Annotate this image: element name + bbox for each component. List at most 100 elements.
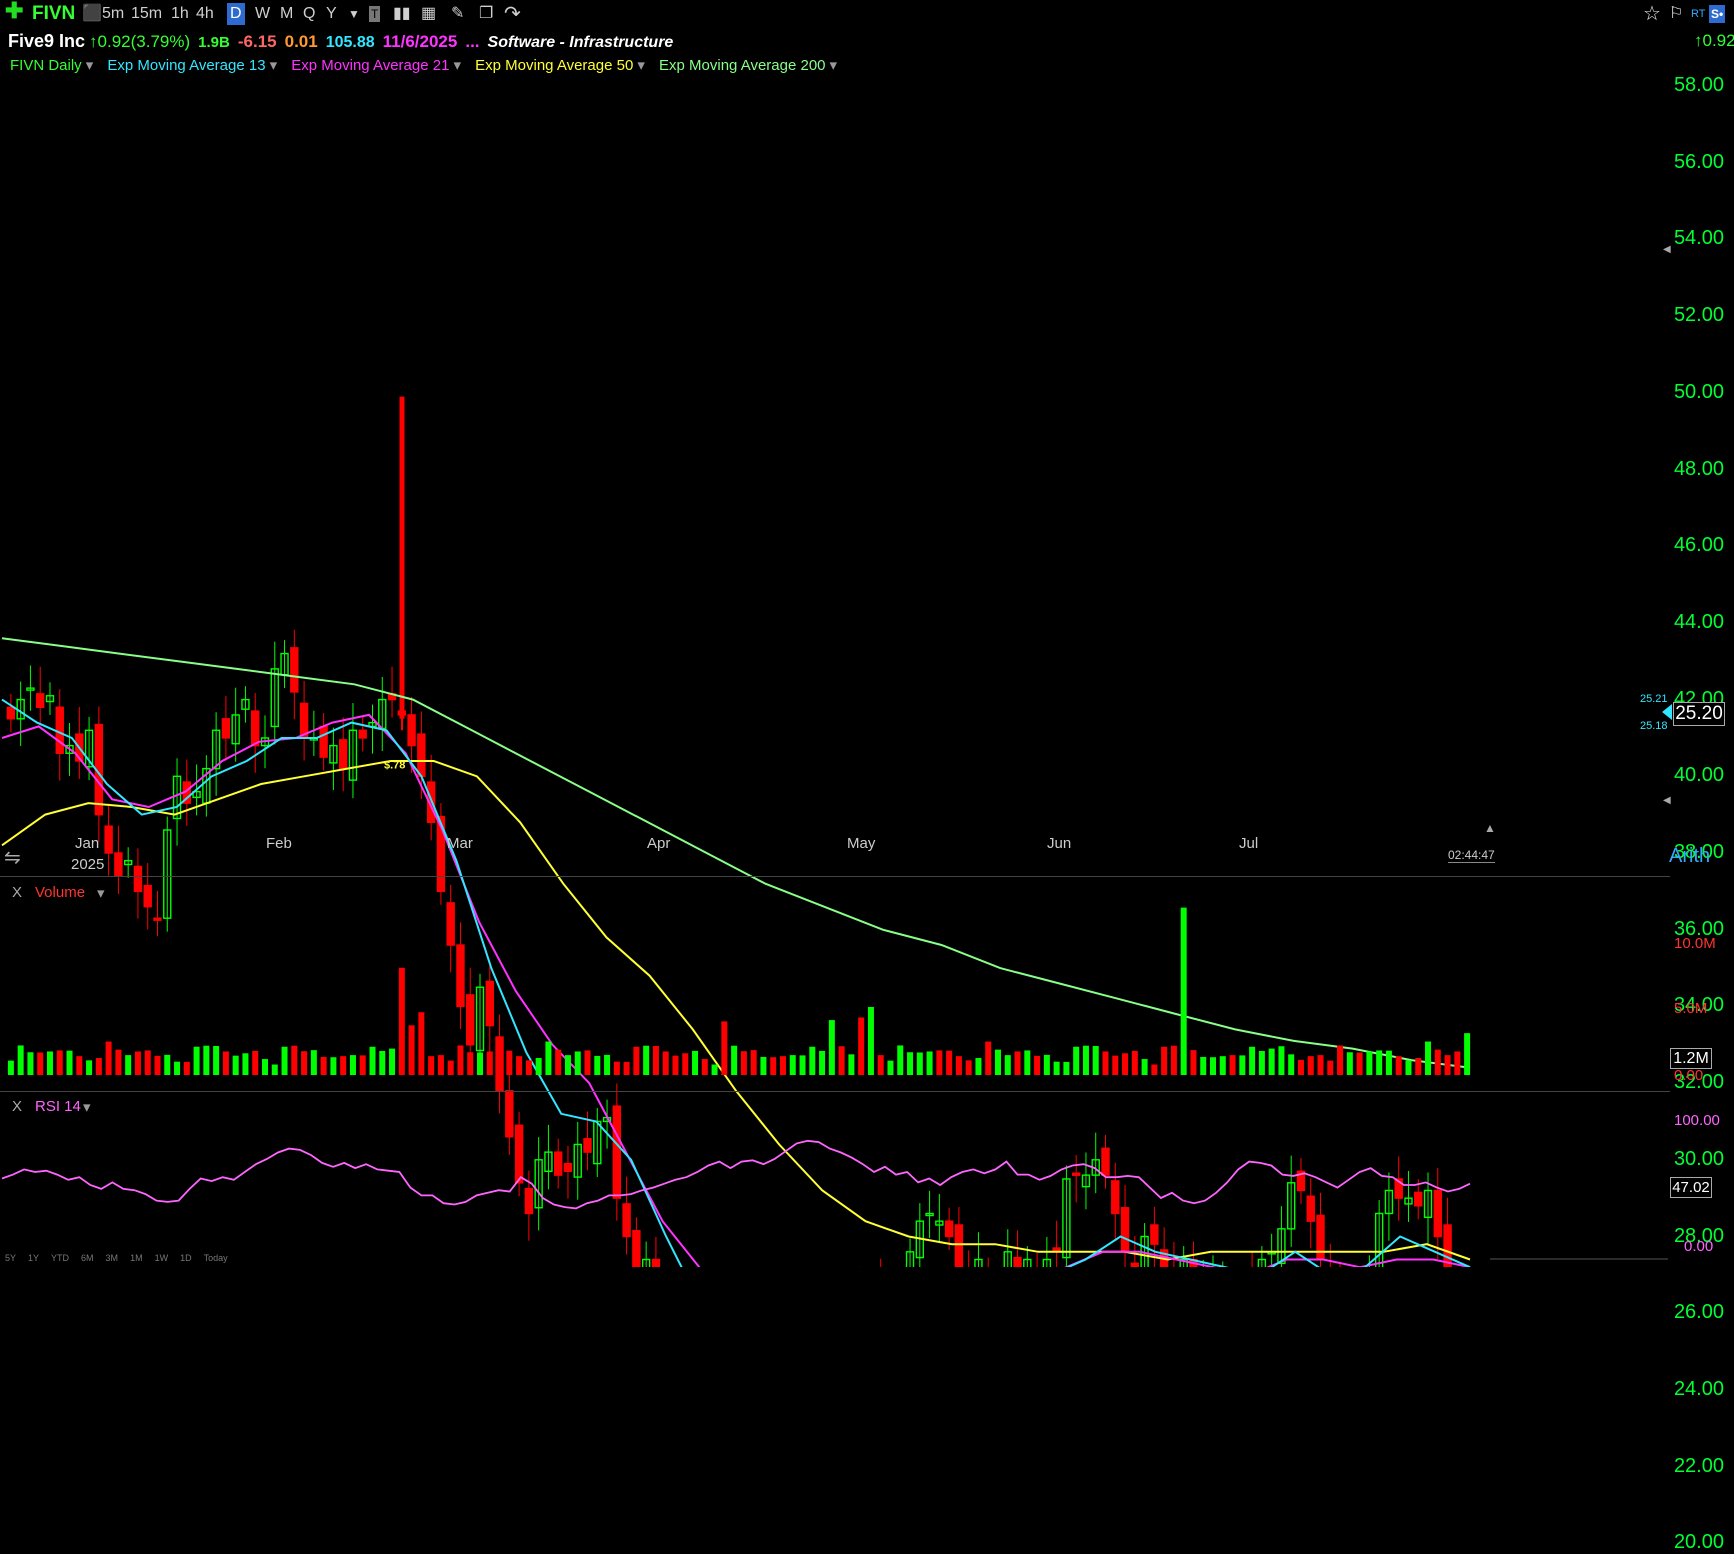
interval-y[interactable]: Y bbox=[326, 5, 337, 22]
chevron-down-icon[interactable]: ▾ bbox=[85, 57, 94, 74]
range-button[interactable]: 1D bbox=[180, 1253, 192, 1263]
price-tick: 34.00 bbox=[1673, 994, 1724, 1017]
chevron-down-icon[interactable]: ▾ bbox=[453, 57, 461, 74]
volume-bar bbox=[770, 1057, 777, 1075]
rt-icon[interactable]: RT bbox=[1691, 8, 1706, 20]
sy-icon[interactable]: S• bbox=[1709, 5, 1726, 23]
volume-bar bbox=[1024, 1050, 1031, 1075]
chevron-down-icon[interactable]: ▾ bbox=[83, 1099, 91, 1116]
candle-body bbox=[241, 698, 250, 710]
candle-body bbox=[65, 744, 74, 754]
candle-body bbox=[36, 693, 45, 708]
range-button[interactable]: 5Y bbox=[5, 1253, 17, 1263]
interval-d[interactable]: D bbox=[227, 3, 245, 25]
legend-ema21[interactable]: Exp Moving Average 21 bbox=[291, 57, 450, 74]
interval-w[interactable]: W bbox=[255, 5, 271, 22]
flag-icon[interactable]: ⚐ bbox=[1669, 5, 1684, 22]
range-button[interactable]: 1W bbox=[154, 1253, 169, 1263]
volume-bar bbox=[1180, 907, 1187, 1075]
time-year: 2025 bbox=[71, 856, 105, 873]
range-button[interactable]: 3M bbox=[105, 1253, 119, 1263]
chevron-down-icon[interactable]: ▾ bbox=[97, 885, 105, 902]
volume-bar bbox=[242, 1053, 249, 1075]
range-button[interactable]: 1M bbox=[130, 1253, 143, 1263]
layers-icon[interactable]: ❐ bbox=[479, 5, 494, 22]
volume-bar bbox=[66, 1050, 73, 1075]
volume-bar bbox=[1307, 1056, 1314, 1075]
divider-volume bbox=[0, 876, 1670, 877]
ellipsis[interactable]: ... bbox=[465, 32, 480, 51]
pencil-icon[interactable]: ✎ bbox=[451, 5, 465, 22]
candle-body bbox=[1081, 1174, 1091, 1188]
rsi-title[interactable]: RSI 14 bbox=[35, 1098, 81, 1115]
chevron-down-icon[interactable]: ▾ bbox=[269, 57, 278, 74]
volume-bar bbox=[1034, 1055, 1041, 1075]
volume-bar bbox=[897, 1045, 904, 1075]
volume-tick: 0.00 bbox=[1674, 1067, 1704, 1084]
interval-1h[interactable]: 1h bbox=[171, 5, 189, 22]
volume-bar bbox=[604, 1054, 611, 1075]
scale-mode[interactable]: Arith bbox=[1669, 845, 1711, 867]
interval-q[interactable]: Q bbox=[303, 5, 316, 22]
range-button[interactable]: 1Y bbox=[28, 1253, 40, 1263]
add-icon[interactable]: ✚ bbox=[5, 0, 24, 23]
price-tick: 24.00 bbox=[1673, 1377, 1724, 1400]
price-change: ↑0.92(3.79%) bbox=[89, 32, 191, 51]
range-button[interactable]: YTD bbox=[51, 1253, 70, 1263]
candle-body bbox=[1013, 1256, 1022, 1267]
candle-body bbox=[202, 767, 211, 804]
ticker-icon[interactable]: T bbox=[369, 6, 381, 22]
volume-bar bbox=[555, 1049, 562, 1075]
chevron-down-icon[interactable]: ▼ bbox=[348, 7, 360, 21]
volume-bar bbox=[1346, 1052, 1353, 1075]
volume-bar bbox=[320, 1056, 327, 1075]
range-button[interactable]: Today bbox=[203, 1253, 228, 1263]
volume-bar bbox=[926, 1051, 933, 1075]
month-label: Jan bbox=[75, 835, 100, 852]
interval-4h[interactable]: 4h bbox=[196, 5, 214, 22]
candle-body bbox=[544, 1151, 553, 1173]
volume-bar bbox=[789, 1055, 796, 1075]
interval-m[interactable]: M bbox=[280, 5, 294, 22]
bars-icon[interactable]: ▮▮ bbox=[393, 5, 411, 22]
range-button[interactable]: 6M bbox=[81, 1253, 94, 1263]
volume-axis: 10.0M 5.0M 0.00 bbox=[1660, 876, 1734, 1086]
candle-body bbox=[974, 1258, 983, 1267]
candle-body bbox=[632, 1230, 641, 1267]
volume-bar bbox=[1356, 1052, 1363, 1075]
volume-bar bbox=[1288, 1054, 1295, 1075]
volume-bar bbox=[1415, 1058, 1422, 1075]
share-icon[interactable]: ↷ bbox=[504, 3, 521, 25]
legend-fivn-daily[interactable]: FIVN Daily bbox=[10, 57, 82, 74]
volume-bar bbox=[349, 1055, 356, 1075]
ema21-line bbox=[1, 713, 1471, 1267]
symbol-input[interactable]: FIVN bbox=[32, 3, 76, 24]
candle-body bbox=[251, 710, 260, 747]
candle-body bbox=[593, 1120, 602, 1165]
candle-body bbox=[368, 721, 377, 728]
interval-5m[interactable]: 5m bbox=[102, 5, 125, 22]
price-chart[interactable]: $.78$.62$.76◀◀▲ bbox=[0, 0, 1734, 1267]
volume-title[interactable]: Volume bbox=[35, 884, 86, 901]
candle-body bbox=[280, 652, 289, 676]
volume-close[interactable]: X bbox=[12, 884, 23, 901]
legend-ema13[interactable]: Exp Moving Average 13 bbox=[107, 57, 266, 74]
volume-bar bbox=[828, 1020, 835, 1075]
legend-ema200[interactable]: Exp Moving Average 200 bbox=[659, 57, 826, 74]
price-tick: 20.00 bbox=[1673, 1531, 1724, 1554]
volume-bar bbox=[1405, 1060, 1412, 1075]
camera-icon[interactable]: ⬛ bbox=[82, 5, 102, 22]
chevron-down-icon[interactable]: ▾ bbox=[637, 57, 645, 74]
volume-bar bbox=[613, 1061, 620, 1075]
calendar-icon[interactable]: ▦ bbox=[421, 5, 437, 22]
draw-tool-icon[interactable]: ⇋ bbox=[4, 847, 21, 869]
chevron-down-icon[interactable]: ▾ bbox=[829, 57, 838, 74]
candle-body bbox=[1179, 1258, 1188, 1267]
month-label: Jun bbox=[1047, 835, 1072, 852]
interval-15m[interactable]: 15m bbox=[131, 5, 163, 22]
volume-bar bbox=[144, 1050, 151, 1075]
star-icon[interactable]: ☆ bbox=[1643, 3, 1661, 25]
volume-bar bbox=[486, 1051, 493, 1075]
rsi-close[interactable]: X bbox=[12, 1098, 23, 1115]
legend-ema50[interactable]: Exp Moving Average 50 bbox=[475, 57, 634, 74]
